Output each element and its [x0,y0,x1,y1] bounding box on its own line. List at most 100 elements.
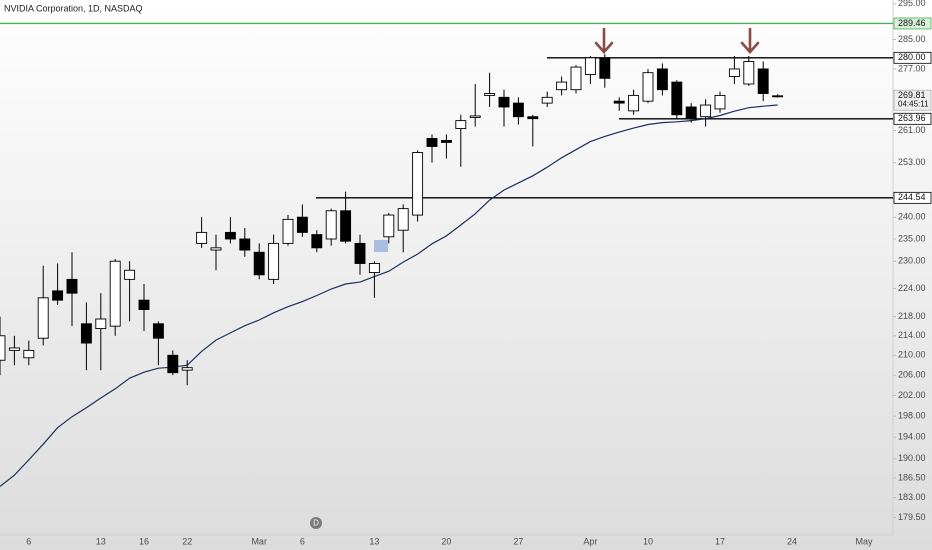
candle [253,243,265,280]
candle [743,55,755,86]
level-label: 244.54 [898,192,926,202]
candle-body [556,81,568,91]
y-tick-label: 214.00 [898,330,926,340]
candle-body [484,93,496,96]
level-label: 263.96 [898,113,926,123]
candle [138,283,150,331]
candle-body [23,349,35,359]
candle [210,234,222,271]
candle-body [80,323,92,344]
candle-body [700,104,712,118]
candle-body [95,318,107,330]
candle-body [311,234,323,249]
candle-body [397,208,409,231]
candle [656,63,668,96]
x-tick-label: 13 [96,536,106,546]
candle [152,321,164,366]
y-tick-label: 285.00 [898,34,926,44]
x-tick-label: 22 [182,536,192,546]
candle [426,134,438,163]
candle [469,83,481,127]
x-tick-label: 6 [26,536,31,546]
candle [354,234,366,275]
x-tick-label: Apr [583,536,597,546]
y-tick-label: 202.00 [898,390,926,400]
candle-body [541,96,553,104]
candle [728,55,740,84]
candle-body [527,116,539,120]
candle-body [440,139,452,143]
candle [455,114,467,167]
candle-body [109,260,121,327]
level-label: 280.00 [898,52,926,62]
candle-body [340,210,352,242]
y-tick-label: 190.00 [898,453,926,463]
candle-body [52,290,64,301]
candle-body [455,120,467,129]
candle-body [584,57,596,76]
candle-body [685,106,697,120]
x-tick-label: 6 [300,536,305,546]
candle [368,261,380,298]
candle-body [757,68,769,94]
candle-body [196,231,208,244]
candle-body [282,218,294,244]
y-tick-label: 198.00 [898,411,926,421]
y-tick-label: 194.00 [898,432,926,442]
candle-body [656,68,668,91]
candle-body [714,94,726,110]
candle-body [728,68,740,77]
candle-body [224,231,236,240]
candle [181,360,193,386]
candle-body [8,347,20,351]
candle [52,263,64,305]
candle [642,68,654,104]
level-label-box [893,17,932,30]
candle-body [210,247,222,251]
chart-title: NVIDIA Corporation, 1D, NASDAQ [4,3,143,13]
candle [685,103,697,123]
candle-body [599,57,611,79]
candle [498,89,510,127]
candle-body [354,242,366,264]
candle [714,91,726,113]
candle [325,208,337,246]
x-tick-label: 13 [369,536,379,546]
y-tick-label: 183.00 [898,492,926,502]
candle-body [325,210,337,240]
candle [66,252,78,327]
candle [772,94,784,98]
candle-body [152,323,164,339]
candle-body [138,299,150,310]
candle [700,99,712,127]
candle-body [383,214,395,238]
candle-body [66,278,78,294]
level-label-box [893,191,932,204]
y-tick-label: 240.00 [898,212,926,222]
level-label-box [893,51,932,64]
candle [484,72,496,107]
candle [109,258,121,336]
candle [628,89,640,115]
y-tick-label: 230.00 [898,256,926,266]
candle-body [0,335,6,361]
candle-body [167,354,179,374]
candle-body [37,297,49,339]
candle-body [412,152,424,216]
candle-body [772,95,784,98]
candle [95,293,107,371]
y-tick-label: 261.00 [898,125,926,135]
candle-body [628,94,640,112]
moving-average-line [0,104,778,487]
level-label-box [893,112,932,125]
candle [296,204,308,237]
candle [584,55,596,84]
highlight-box [374,240,388,252]
dividend-marker-label: D [313,519,319,528]
candle-body [613,100,625,104]
level-label: 289.46 [898,18,926,28]
candle [268,234,280,284]
dividend-marker: D [310,517,322,529]
candle [239,228,251,257]
